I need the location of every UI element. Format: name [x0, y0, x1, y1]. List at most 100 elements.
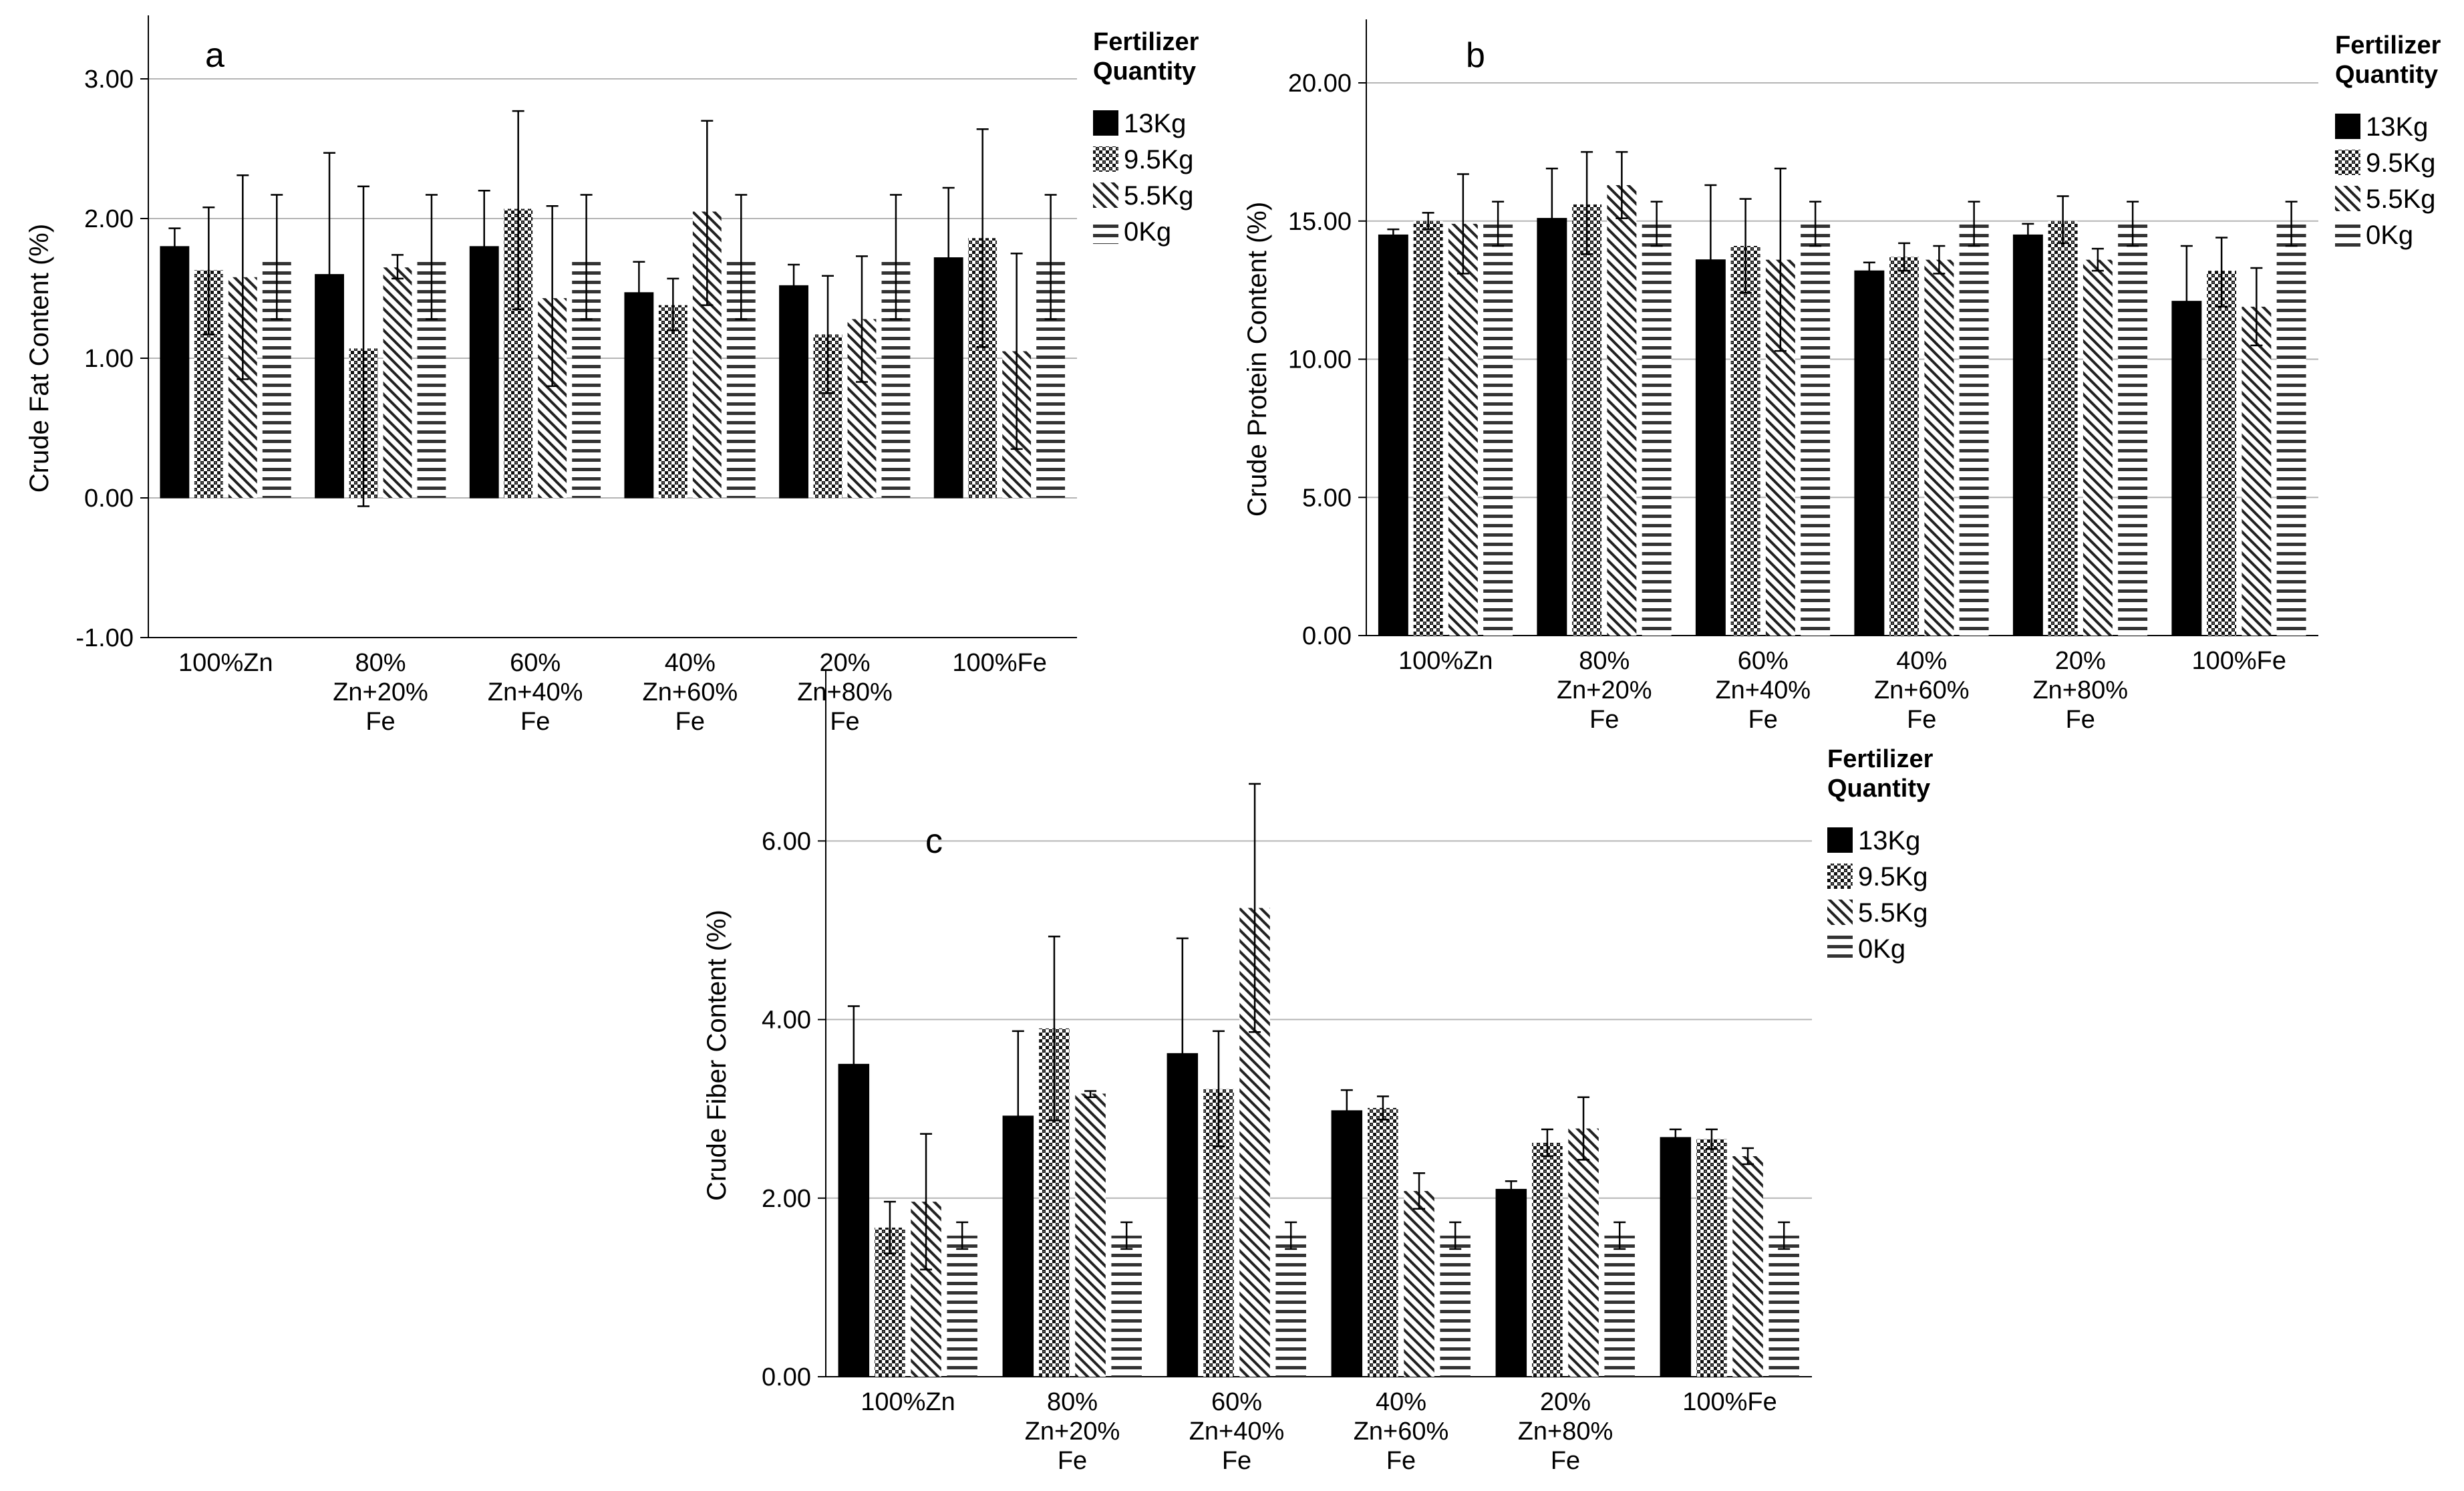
- x-tick-label: 100%Fe: [2191, 647, 2286, 675]
- bar: [779, 285, 808, 499]
- y-tick-label: 15.00: [1288, 208, 1352, 236]
- legend-entry: 13Kg: [2366, 112, 2428, 142]
- bar: [160, 246, 190, 499]
- x-tick-label: 100%Zn: [861, 1388, 955, 1416]
- y-tick-label: 0.00: [1302, 622, 1352, 650]
- y-tick-label: 0.00: [84, 485, 134, 513]
- x-tick-label: Fe: [1058, 1447, 1087, 1475]
- legend-title: Quantity: [1093, 57, 1196, 86]
- x-tick-label: Zn+80%: [797, 678, 893, 706]
- legend-swatch: [1827, 827, 1853, 853]
- y-tick-label: 6.00: [762, 827, 811, 855]
- legend-swatch: [1827, 936, 1853, 961]
- legend-swatch: [1827, 900, 1853, 925]
- bar: [1959, 223, 1989, 636]
- bar: [2276, 223, 2306, 636]
- x-tick-label: 100%Zn: [1398, 647, 1493, 675]
- x-tick-label: 40%: [1376, 1388, 1426, 1416]
- panel-label: c: [925, 822, 943, 861]
- panel-label: b: [1466, 36, 1485, 75]
- x-tick-label: Zn+80%: [1518, 1417, 1613, 1446]
- bar: [1889, 257, 1919, 636]
- chart-panel-c: 0.00 2.00 4.00 6.00 Crude Fiber Content (%) c…: [702, 670, 1934, 1475]
- x-tick-label: 60%: [1738, 647, 1789, 675]
- legend-entry: 13Kg: [1124, 109, 1186, 138]
- legend-entry: 5.5Kg: [1858, 898, 1928, 928]
- bar: [2012, 234, 2043, 636]
- chart-panel-a: -1.00 0.00 1.00 2.00 3.00 Crude Fat Content (…: [25, 15, 1199, 736]
- x-tick-label: Fe: [1748, 706, 1778, 734]
- legend-entry: 9.5Kg: [1124, 145, 1194, 174]
- x-tick-label: Fe: [520, 708, 550, 736]
- legend-entry: 5.5Kg: [2366, 184, 2436, 214]
- bar: [1604, 1235, 1635, 1377]
- legend-swatch: [1827, 863, 1853, 889]
- chart-panel-b: 0.00 5.00 10.00 15.00 20.00 Crude Protein Con…: [1243, 19, 2441, 734]
- legend-entry: 0Kg: [1124, 217, 1171, 247]
- bar: [383, 267, 412, 498]
- bar: [2048, 221, 2078, 636]
- x-tick-label: 80%: [1047, 1388, 1098, 1416]
- x-tick-label: Zn+60%: [643, 678, 738, 706]
- legend-swatch: [2335, 150, 2360, 175]
- legend-entry: 13Kg: [1858, 826, 1920, 855]
- x-tick-label: Zn+60%: [1354, 1417, 1449, 1446]
- bar: [1768, 1235, 1799, 1377]
- x-tick-label: Zn+20%: [333, 678, 428, 706]
- x-tick-label: 20%: [2055, 647, 2106, 675]
- x-tick-label: Fe: [1386, 1447, 1416, 1475]
- x-tick-label: Fe: [675, 708, 705, 736]
- legend-title: Fertilizer: [2335, 31, 2441, 59]
- bar: [1642, 223, 1672, 636]
- bar: [947, 1235, 977, 1377]
- bar: [1275, 1235, 1306, 1377]
- y-tick-label: 2.00: [762, 1185, 811, 1213]
- x-tick-label: Fe: [365, 708, 395, 736]
- bar: [658, 305, 687, 498]
- bar: [2083, 259, 2113, 636]
- x-tick-label: 100%Fe: [1682, 1388, 1777, 1416]
- legend-entry: 5.5Kg: [1124, 181, 1194, 211]
- x-tick-label: 100%Fe: [952, 649, 1047, 677]
- legend-swatch: [1093, 219, 1118, 244]
- bar: [1730, 245, 1760, 636]
- bar: [1331, 1110, 1363, 1377]
- x-tick-label: 100%Zn: [178, 649, 273, 677]
- panel-label: a: [205, 36, 224, 75]
- bar: [1924, 259, 1954, 636]
- legend-entry: 0Kg: [1858, 934, 1905, 964]
- bar: [1368, 1107, 1398, 1377]
- x-tick-label: Fe: [1907, 706, 1936, 734]
- x-tick-label: Zn+60%: [1874, 676, 1970, 704]
- legend-swatch: [2335, 186, 2360, 211]
- x-tick-label: 20%: [819, 649, 870, 677]
- bar: [2242, 306, 2272, 636]
- legend-swatch: [2335, 222, 2360, 247]
- legend-entry: 9.5Kg: [2366, 148, 2436, 178]
- legend-title: Quantity: [2335, 61, 2438, 89]
- y-axis-label: Crude Protein Content (%): [1243, 202, 1272, 517]
- x-tick-label: Zn+40%: [1189, 1417, 1285, 1446]
- bar: [1696, 1139, 1727, 1377]
- bar: [1413, 221, 1443, 636]
- x-tick-label: 20%: [1540, 1388, 1591, 1416]
- bar: [1111, 1235, 1142, 1377]
- bar: [1732, 1156, 1763, 1377]
- x-tick-label: Fe: [1551, 1447, 1580, 1475]
- x-tick-label: 60%: [1211, 1388, 1262, 1416]
- x-tick-label: Fe: [2066, 706, 2095, 734]
- y-tick-label: 1.00: [84, 345, 134, 373]
- bar: [2118, 223, 2148, 636]
- bar: [1660, 1137, 1692, 1377]
- bar: [1483, 223, 1513, 636]
- x-tick-label: Fe: [1589, 706, 1619, 734]
- y-tick-label: 4.00: [762, 1006, 811, 1035]
- legend-title: Quantity: [1827, 775, 1930, 803]
- legend-swatch: [2335, 114, 2360, 139]
- legend-entry: 0Kg: [2366, 221, 2413, 250]
- chart-panels: -1.00 0.00 1.00 2.00 3.00 Crude Fat Content (…: [25, 15, 2441, 1475]
